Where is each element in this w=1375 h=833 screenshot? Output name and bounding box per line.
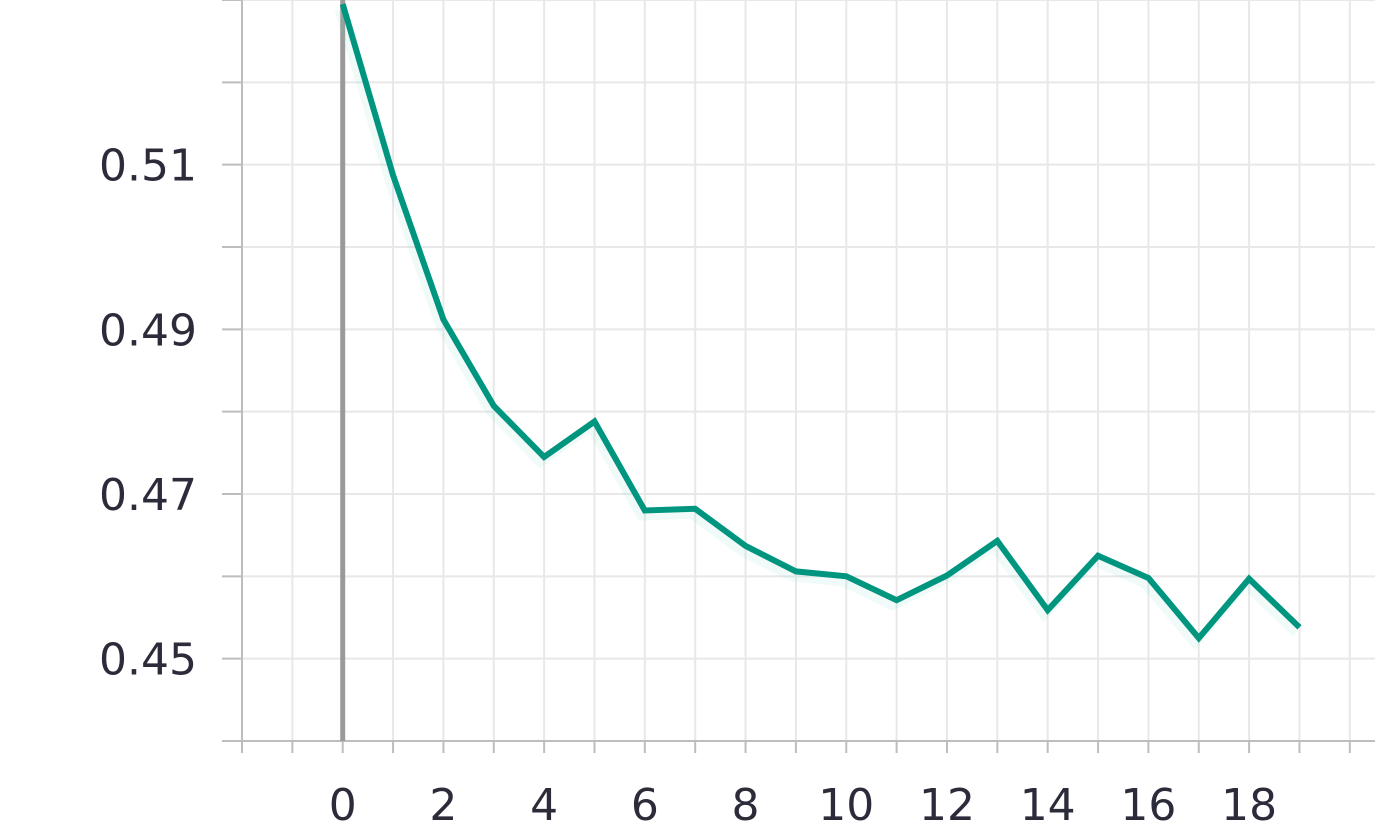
x-tick-label: 14	[1020, 780, 1076, 831]
x-tick-label: 2	[429, 780, 457, 831]
x-tick-label: 10	[818, 780, 874, 831]
x-tick-label: 16	[1120, 780, 1176, 831]
axis-layer	[222, 0, 1375, 753]
y-tick-label: 0.49	[99, 305, 197, 356]
y-tick-label: 0.51	[99, 141, 197, 192]
x-tick-label: 8	[732, 780, 760, 831]
grid-layer	[241, 0, 1375, 742]
x-tick-label: 6	[631, 780, 659, 831]
y-tick-label: 0.45	[99, 635, 197, 686]
label-layer: 0 2 4 6 8 10 12 14 16 18 0.45 0.47 0.49 0.51	[99, 141, 1277, 831]
series-line	[339, 3, 1302, 643]
series-uncertainty-band	[334, 8, 1299, 651]
x-tick-label: 4	[530, 780, 558, 831]
x-tick-label: 18	[1221, 780, 1277, 831]
y-tick-label: 0.47	[99, 470, 197, 521]
x-tick-label: 12	[919, 780, 975, 831]
x-tick-label: 0	[329, 780, 357, 831]
series-layer	[334, 3, 1302, 651]
